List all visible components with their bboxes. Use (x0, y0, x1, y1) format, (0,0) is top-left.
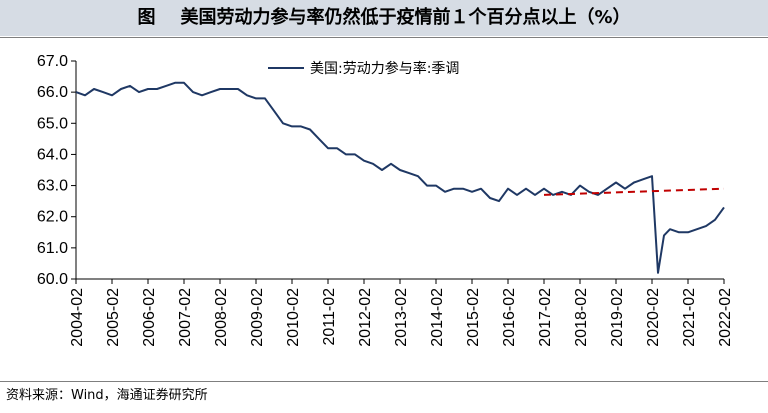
legend: 美国:劳动力参与率:季调 (268, 60, 459, 77)
x-axis: 2004-02 2005-02 2006-02 2007-02 2008-02 2009-… (69, 278, 734, 347)
bottom-rule (0, 381, 768, 382)
x-tick-label: 2016-02 (501, 288, 518, 347)
x-tick-label: 2022-02 (717, 288, 734, 347)
x-tick-label: 2015-02 (465, 288, 482, 347)
trend-line-dashed (543, 187, 725, 196)
labor-participation-chart: 67.0 66.0 65.0 64.0 63.0 62.0 61.0 60.0 2004-02… (37, 53, 734, 347)
x-tick-label: 2019-02 (609, 288, 626, 347)
top-rule (0, 37, 768, 38)
x-tick-label: 2007-02 (177, 288, 194, 347)
x-tick-label: 2006-02 (141, 288, 158, 347)
y-tick-label: 62.0 (37, 209, 68, 226)
x-tick-label: 2008-02 (213, 288, 230, 347)
x-tick-label: 2004-02 (69, 288, 86, 347)
x-tick-label: 2021-02 (681, 288, 698, 347)
x-tick-label: 2017-02 (537, 288, 554, 347)
x-tick-label: 2010-02 (285, 288, 302, 347)
series-line-participation-rate (75, 81, 725, 274)
x-tick-label: 2020-02 (645, 288, 662, 347)
x-tick-label: 2005-02 (105, 288, 122, 347)
y-tick-label: 61.0 (37, 240, 68, 257)
y-tick-label: 64.0 (37, 146, 68, 163)
series-layer (75, 81, 725, 274)
figure-title: 图 美国劳动力参与率仍然低于疫情前１个百分点以上（%） (137, 7, 631, 28)
x-tick-label: 2012-02 (357, 288, 374, 347)
y-tick-label: 60.0 (37, 271, 68, 288)
x-tick-label: 2011-02 (321, 288, 338, 346)
y-axis: 67.0 66.0 65.0 64.0 63.0 62.0 61.0 60.0 (37, 53, 77, 288)
y-tick-label: 65.0 (37, 115, 68, 132)
x-tick-label: 2014-02 (429, 288, 446, 347)
legend-label: 美国:劳动力参与率:季调 (310, 60, 459, 77)
title-band (0, 0, 768, 36)
y-tick-label: 67.0 (37, 53, 68, 70)
x-tick-label: 2013-02 (393, 288, 410, 347)
x-tick-label: 2009-02 (249, 288, 266, 347)
x-tick-label: 2018-02 (573, 288, 590, 347)
y-tick-label: 63.0 (37, 178, 68, 195)
y-tick-label: 66.0 (37, 84, 68, 101)
source-note: 资料来源：Wind，海通证券研究所 (6, 388, 208, 403)
